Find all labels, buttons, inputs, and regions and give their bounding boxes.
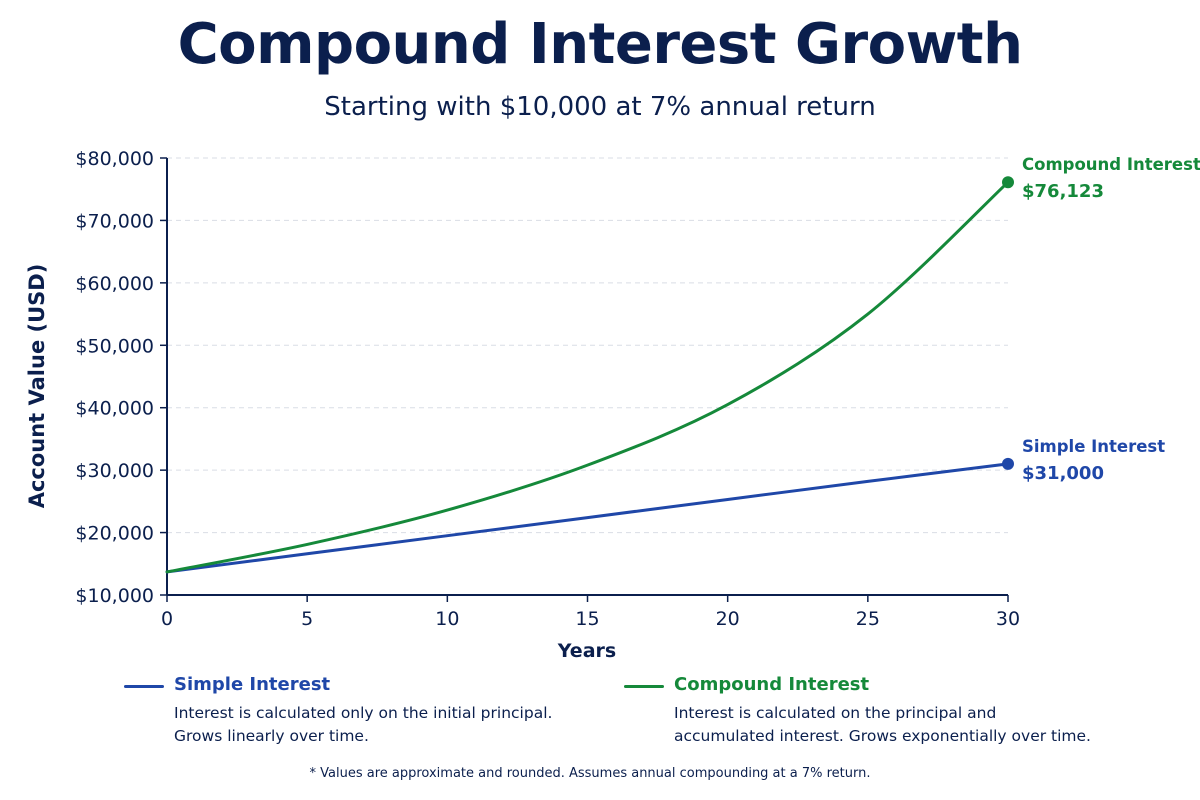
grid-lines	[167, 157, 1008, 534]
x-tick-label: 10	[435, 608, 459, 630]
y-tick-label: $20,000	[75, 523, 154, 545]
legend-description-line: Interest is calculated on the principal …	[674, 704, 997, 722]
y-tick-label: $30,000	[75, 460, 154, 482]
y-tick-label: $50,000	[75, 335, 154, 357]
chart-subtitle: Starting with $10,000 at 7% annual retur…	[324, 92, 876, 122]
footnote: * Values are approximate and rounded. As…	[309, 766, 871, 781]
y-tick-label: $80,000	[75, 148, 154, 170]
x-axis-label: Years	[557, 640, 616, 662]
tick-labels: $10,000 $20,000 $30,000 $40,000 $50,000 $60,0…	[75, 148, 1020, 630]
legend-description-line: accumulated interest. Grows exponentiall…	[674, 727, 1091, 745]
series-line-compound-interest	[165, 180, 1010, 574]
end-label-name-simple-interest: Simple Interest	[1022, 437, 1165, 456]
end-label-name-compound-interest: Compound Interest	[1022, 155, 1200, 174]
end-label-value-simple-interest: $31,000	[1022, 463, 1104, 484]
x-tick-label: 25	[856, 608, 880, 630]
y-tick-label: $10,000	[75, 585, 154, 607]
series	[165, 176, 1014, 574]
y-tick-label: $70,000	[75, 210, 154, 232]
legend-swatch-compound	[624, 685, 664, 688]
legend-description-compound: Interest is calculated on the principal …	[674, 702, 1134, 748]
legend-description-line: Interest is calculated only on the initi…	[174, 704, 553, 722]
series-line-simple-interest	[165, 462, 1010, 574]
end-point-simple-interest	[1002, 457, 1014, 470]
legend-swatch-simple	[124, 685, 164, 688]
y-axis-label: Account Value (USD)	[25, 264, 49, 509]
end-point-compound-interest	[1002, 176, 1014, 189]
x-tick-label: 20	[716, 608, 740, 630]
legend-label-simple: Simple Interest	[174, 674, 331, 695]
x-tick-label: 5	[301, 608, 313, 630]
axes	[160, 157, 1009, 602]
x-tick-label: 30	[996, 608, 1020, 630]
y-tick-label: $60,000	[75, 273, 154, 295]
legend-label-compound: Compound Interest	[674, 674, 870, 695]
legend-description-simple: Interest is calculated only on the initi…	[174, 702, 634, 748]
y-tick-label: $40,000	[75, 398, 154, 420]
x-tick-label: 15	[575, 608, 599, 630]
legend-description-line: Grows linearly over time.	[174, 727, 369, 745]
chart-title: Compound Interest Growth	[177, 12, 1023, 77]
end-label-value-compound-interest: $76,123	[1022, 181, 1104, 202]
end-labels: Simple Interest $31,000 Compound Interest $…	[1022, 155, 1200, 484]
x-tick-label: 0	[161, 608, 173, 630]
